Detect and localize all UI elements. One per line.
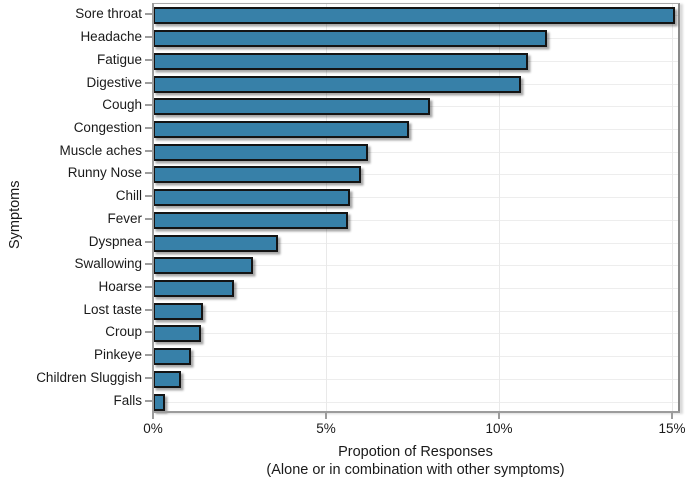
- x-tick-mark: [325, 413, 327, 419]
- bar: [153, 29, 547, 47]
- category-label: Sore throat: [75, 6, 142, 22]
- x-tick-mark: [498, 413, 500, 419]
- category-label: Chill: [115, 188, 142, 204]
- horizontal-gridline: [153, 220, 678, 221]
- vertical-gridline: [672, 4, 673, 413]
- x-tick-label: 0%: [143, 421, 163, 436]
- bar: [153, 143, 368, 161]
- category-label: Pinkeye: [93, 347, 142, 363]
- y-tick-mark: [145, 286, 152, 289]
- bar: [153, 52, 528, 70]
- y-tick-mark: [145, 331, 152, 334]
- category-label: Fever: [107, 210, 142, 226]
- horizontal-gridline: [153, 288, 678, 289]
- bar: [153, 75, 521, 93]
- category-label: Digestive: [86, 74, 142, 90]
- horizontal-gridline: [153, 197, 678, 198]
- category-label: Cough: [102, 97, 142, 113]
- horizontal-gridline: [153, 174, 678, 175]
- x-axis-subtitle: (Alone or in combination with other symp…: [266, 462, 565, 478]
- horizontal-gridline: [153, 356, 678, 357]
- y-tick-mark: [145, 126, 152, 129]
- bar: [153, 324, 201, 342]
- category-label: Headache: [80, 29, 142, 45]
- x-axis-line: [152, 411, 680, 413]
- bar: [153, 302, 203, 320]
- bar: [153, 211, 348, 229]
- y-tick-mark: [145, 240, 152, 243]
- category-label: Lost taste: [83, 301, 142, 317]
- bar: [153, 120, 409, 138]
- horizontal-gridline: [153, 379, 678, 380]
- horizontal-gridline: [153, 333, 678, 334]
- category-label: Dyspnea: [88, 233, 142, 249]
- x-tick-label: 5%: [316, 421, 336, 436]
- x-axis-title: Propotion of Responses: [338, 444, 493, 460]
- horizontal-gridline: [153, 152, 678, 153]
- horizontal-gridline: [153, 129, 678, 130]
- bar: [153, 97, 430, 115]
- x-tick-mark: [152, 413, 154, 419]
- category-label: Croup: [105, 324, 142, 340]
- y-tick-mark: [145, 195, 152, 198]
- horizontal-gridline: [153, 402, 678, 403]
- y-tick-mark: [145, 354, 152, 357]
- y-tick-mark: [145, 263, 152, 266]
- category-label: Muscle aches: [59, 142, 142, 158]
- plot-area: [153, 3, 680, 413]
- vertical-gridline: [326, 4, 327, 413]
- bar: [153, 393, 165, 411]
- bar: [153, 347, 191, 365]
- category-label: Runny Nose: [67, 165, 142, 181]
- x-tick-mark: [671, 413, 673, 419]
- bar: [153, 165, 361, 183]
- y-tick-mark: [145, 399, 152, 402]
- x-tick-label: 10%: [485, 421, 513, 436]
- y-tick-mark: [145, 308, 152, 311]
- category-label: Congestion: [73, 119, 142, 135]
- bar: [153, 279, 234, 297]
- y-tick-mark: [145, 13, 152, 16]
- horizontal-gridline: [153, 243, 678, 244]
- y-tick-mark: [145, 172, 152, 175]
- y-tick-mark: [145, 217, 152, 220]
- category-label: Children Sluggish: [36, 369, 142, 385]
- y-tick-mark: [145, 36, 152, 39]
- y-tick-mark: [145, 81, 152, 84]
- bar: [153, 6, 675, 24]
- category-label: Swallowing: [74, 256, 142, 272]
- y-tick-mark: [145, 376, 152, 379]
- y-tick-mark: [145, 58, 152, 61]
- category-label: Hoarse: [98, 279, 142, 295]
- y-tick-mark: [145, 149, 152, 152]
- vertical-gridline: [499, 4, 500, 413]
- bar: [153, 188, 350, 206]
- bar: [153, 234, 278, 252]
- y-tick-mark: [145, 104, 152, 107]
- bar: [153, 370, 181, 388]
- category-label: Falls: [113, 392, 142, 408]
- horizontal-gridline: [153, 311, 678, 312]
- category-label: Fatigue: [96, 51, 142, 67]
- y-axis-line: [152, 3, 154, 414]
- bar: [153, 256, 253, 274]
- horizontal-gridline: [153, 265, 678, 266]
- x-tick-label: 15%: [658, 421, 685, 436]
